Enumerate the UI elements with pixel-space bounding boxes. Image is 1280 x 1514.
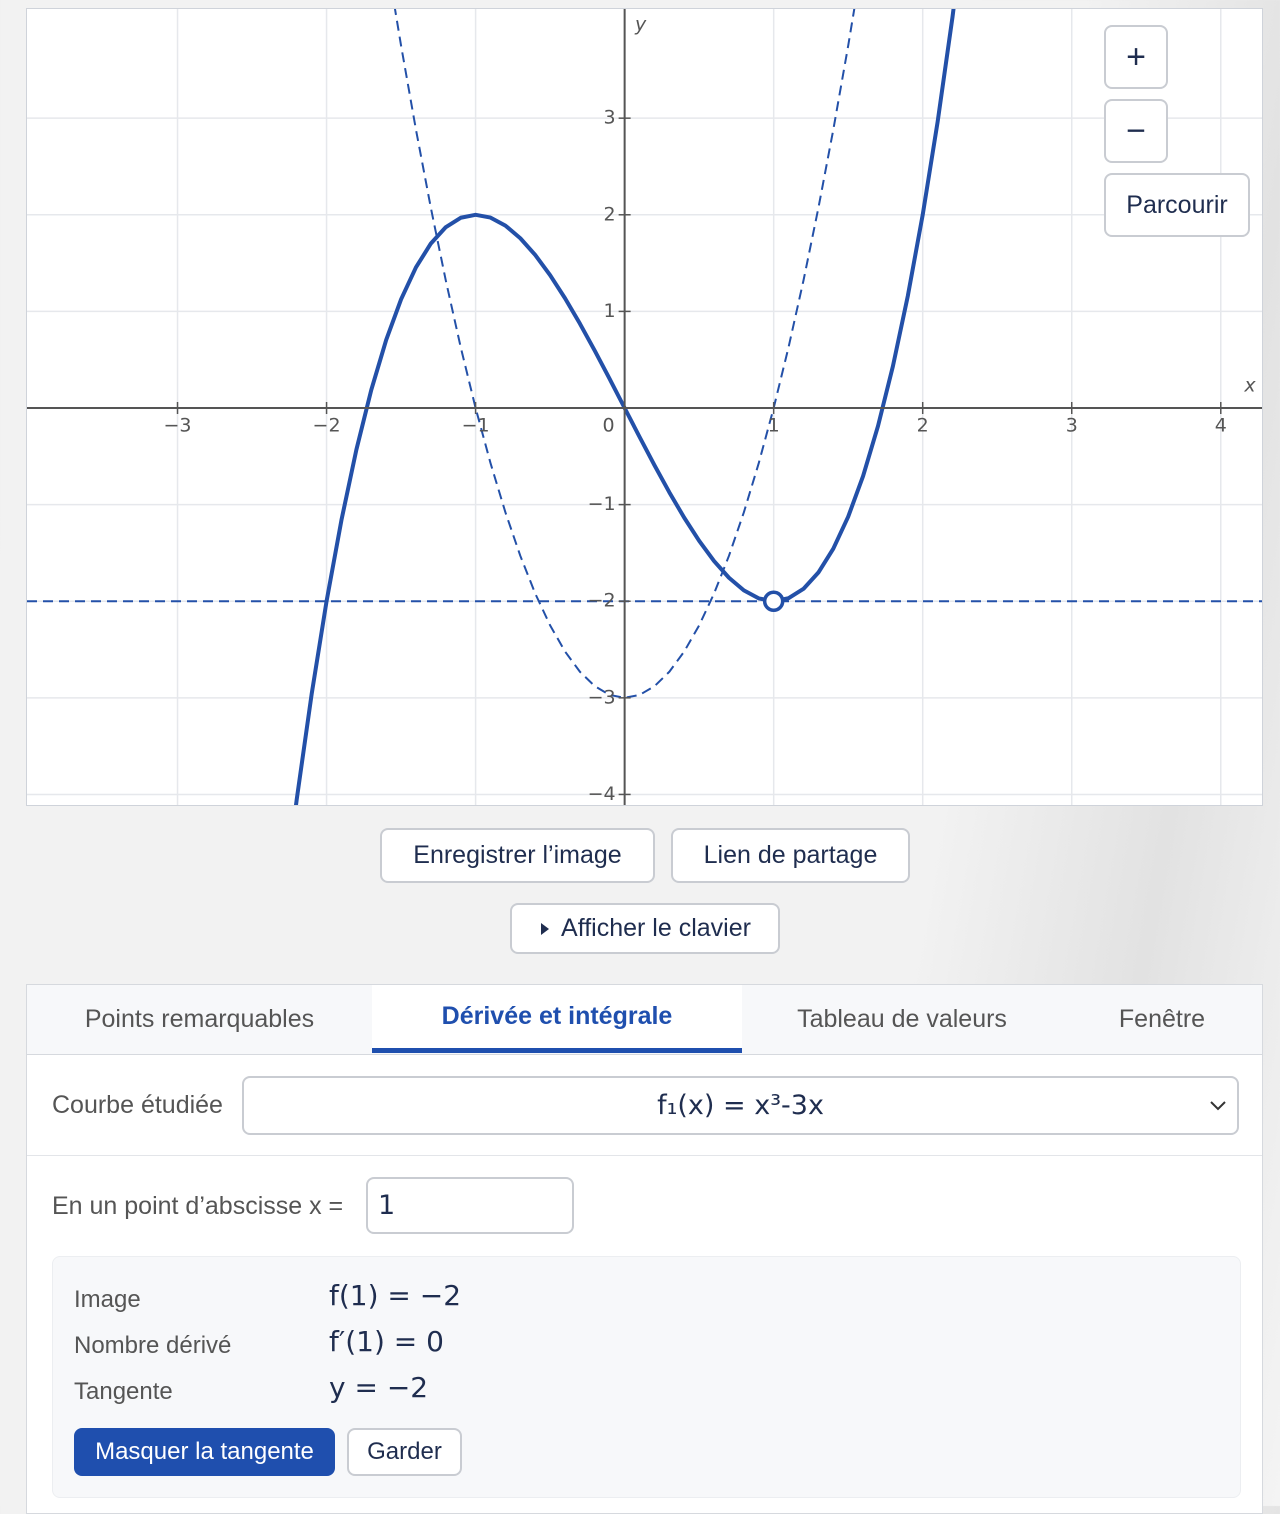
abscissa-input[interactable]: 1: [366, 1177, 574, 1234]
y-tick-label: 3: [604, 107, 616, 129]
result-value: f′(1) = 0: [329, 1325, 444, 1358]
zoom-out-button[interactable]: −: [1104, 99, 1168, 163]
panel: Points remarquables Dérivée et intégrale…: [26, 984, 1263, 1514]
keep-button[interactable]: Garder: [347, 1428, 462, 1476]
y-axis-label: y: [634, 14, 647, 36]
chart: −3 −2 −1 0 1 2 3 4 −4 −3 −2 −1 1 2 3 x y: [27, 9, 1262, 805]
y-tick-label: 1: [604, 300, 616, 322]
result-value: f(1) = −2: [329, 1279, 462, 1312]
tab[interactable]: Tableau de valeurs: [797, 1004, 1007, 1033]
x-tick-label: −1: [462, 415, 490, 437]
share-link-button[interactable]: Lien de partage: [671, 828, 910, 883]
divider: [27, 1155, 1262, 1156]
axes: −3 −2 −1 0 1 2 3 4 −4 −3 −2 −1 1 2 3 x y: [27, 9, 1262, 805]
x-tick-label: 4: [1215, 415, 1227, 437]
x-tick-label: 3: [1066, 415, 1078, 437]
curve: [393, 9, 856, 699]
y-tick-label: −4: [588, 783, 616, 805]
show-keyboard-button[interactable]: Afficher le clavier: [510, 903, 780, 954]
x-axis-label: x: [1243, 375, 1256, 397]
y-tick-label: 2: [604, 203, 616, 225]
result-label: Nombre dérivé: [74, 1332, 232, 1359]
x-tick-label: 1: [768, 415, 780, 437]
tab-bar: Points remarquables Dérivée et intégrale…: [27, 985, 1262, 1055]
abscissa-label: En un point d’abscisse x =: [52, 1192, 344, 1220]
tab[interactable]: Points remarquables: [84, 1004, 315, 1033]
y-tick-label: −2: [588, 590, 616, 612]
x-tick-label: 0: [603, 415, 615, 437]
result-value: y = −2: [329, 1371, 429, 1404]
zoom-in-button[interactable]: +: [1104, 25, 1168, 89]
x-tick-label: −2: [313, 415, 341, 437]
tab[interactable]: Dérivée et intégrale: [372, 985, 742, 1053]
select-value: f₁(x) = x³-3x: [657, 1090, 824, 1121]
result-label: Image: [74, 1286, 141, 1313]
curve-select[interactable]: f₁(x) = x³-3x: [242, 1076, 1239, 1135]
chevron-icon: [1210, 1101, 1226, 1111]
graph-area[interactable]: −3 −2 −1 0 1 2 3 4 −4 −3 −2 −1 1 2 3 x y + − Parcourir: [26, 8, 1263, 806]
hide-tangent-button[interactable]: Masquer la tangente: [74, 1428, 335, 1476]
triangle-icon: [541, 922, 550, 935]
button-label: Afficher le clavier: [561, 914, 751, 942]
result-label: Tangente: [74, 1378, 173, 1405]
save-image-button[interactable]: Enregistrer l’image: [380, 828, 655, 883]
y-tick-label: −1: [588, 493, 616, 515]
tangent-point: [762, 590, 785, 612]
x-tick-label: −3: [164, 415, 192, 437]
results-box: Image f(1) = −2 Nombre dérivé f′(1) = 0 …: [52, 1256, 1241, 1498]
curve-label: Courbe étudiée: [52, 1091, 223, 1119]
x-tick-label: 2: [917, 415, 929, 437]
tab[interactable]: Fenêtre: [1118, 1004, 1206, 1033]
y-tick-label: −3: [588, 686, 616, 708]
browse-button[interactable]: Parcourir: [1104, 173, 1250, 237]
